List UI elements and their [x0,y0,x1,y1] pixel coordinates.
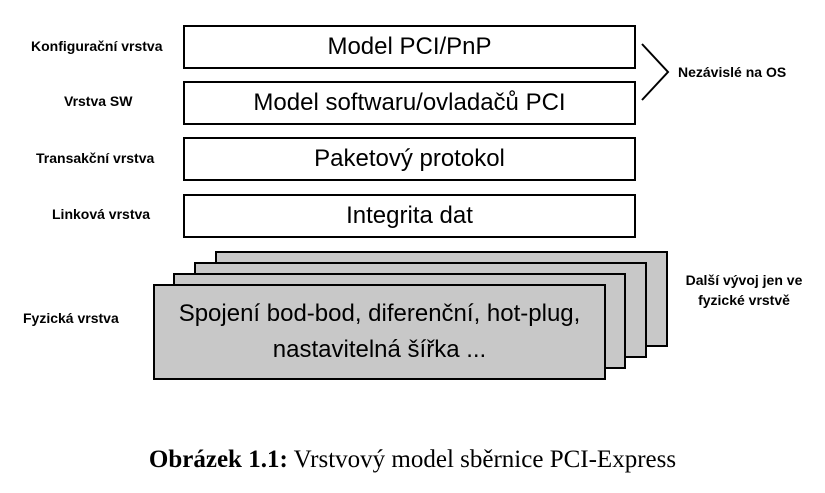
physical-text-line1: Spojení bod-bod, diferenční, hot-plug, [178,300,581,327]
layer-label-software: Vrstva SW [64,93,133,109]
layer-label-link: Linková vrstva [52,206,151,222]
caption-text: Vrstvový model sběrnice PCI-Express [293,446,677,473]
physical-box-front: Spojení bod-bod, diferenční, hot-plug, n… [153,284,606,380]
layer-label-transaction: Transakční vrstva [36,150,155,166]
layer-box-configuration: Model PCI/PnP [183,25,636,69]
note-os-independent: Nezávislé na OS [678,64,787,80]
note-physical-line1: Další vývoj jen ve [685,272,803,288]
note-physical-development: Další vývoj jen ve fyzické vrstvě [680,270,808,310]
layer-box-software: Model softwaru/ovladačů PCI [183,81,636,125]
caption-number: Obrázek 1.1: [148,446,288,473]
layer-box-link: Integrita dat [183,194,636,238]
layer-box-transaction: Paketový protokol [183,137,636,181]
layer-label-physical: Fyzická vrstva [23,310,119,326]
layer-label-configuration: Konfigurační vrstva [31,38,163,54]
physical-text-line2: nastavitelná šířka ... [272,336,487,363]
os-independent-brace [641,43,670,101]
figure-caption: Obrázek 1.1: Vrstvový model sběrnice PCI… [0,446,825,474]
note-physical-line2: fyzické vrstvě [698,292,790,308]
